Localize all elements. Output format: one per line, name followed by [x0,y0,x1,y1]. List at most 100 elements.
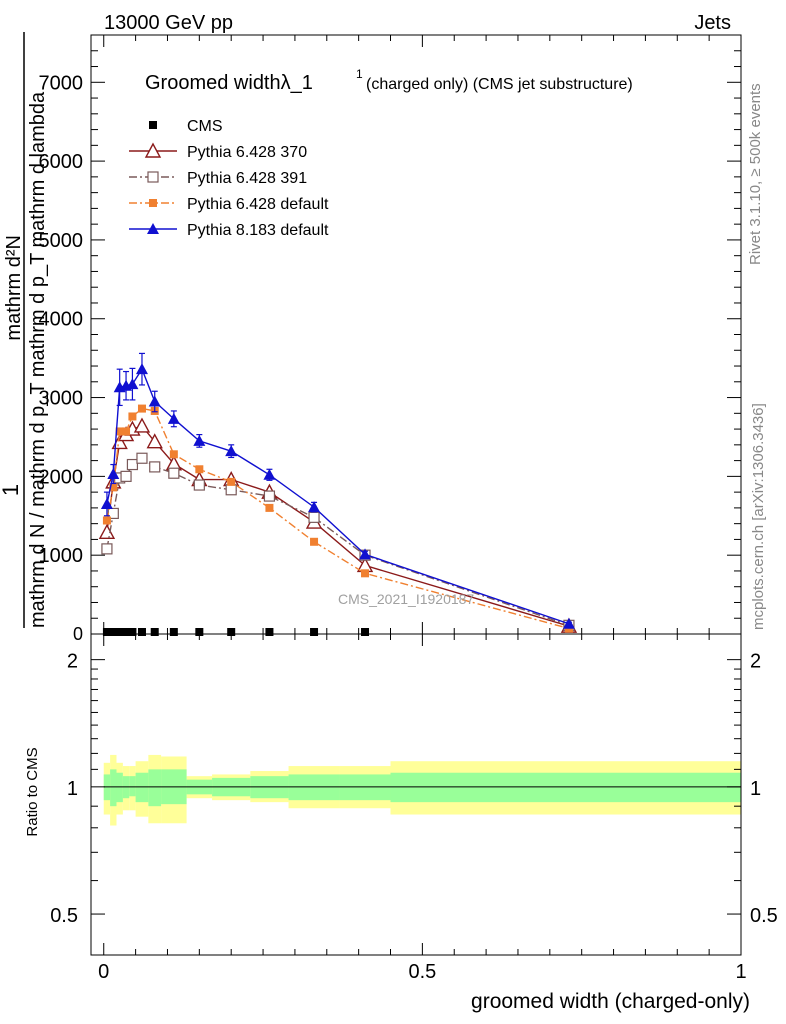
data-point [265,628,274,636]
y-tick-label-zero: 0 [73,624,83,644]
series-cms [102,628,370,636]
data-point [263,490,276,502]
legend-entry: Pythia 6.428 391 [129,170,307,187]
main-ylabel-one: 1 [0,484,23,496]
data-point [310,537,319,546]
ratio-band-inner [116,772,123,803]
data-point [227,628,236,636]
data-point [137,628,146,636]
data-point [168,467,180,479]
y-tick-label: 1000 [39,545,84,567]
series-line [106,367,570,625]
ratio-band-inner [135,772,149,803]
ratio-y-tick-label-right: 1 [750,778,761,800]
legend-marker [147,223,159,234]
main-ylabel-denominator: mathrm d N / mathrm d p_T mathrm d p_T m… [27,91,49,628]
data-point [265,503,274,512]
ratio-band-inner [110,769,117,807]
legend-marker [149,121,157,129]
data-point [225,445,238,457]
plot-title: Groomed widthλ_1 [145,72,313,94]
data-point [310,628,319,636]
series-pythia-8-183-default [100,352,575,629]
plot-subtitle: (charged only) (CMS jet substructure) [366,76,633,93]
y-tick-label: 6000 [39,151,84,173]
ratio-y-tick-label: 2 [67,651,78,673]
data-point [169,450,178,459]
legend-entry: Pythia 6.428 370 [129,142,307,161]
data-point [227,477,236,486]
x-tick-label: 0.5 [408,961,436,983]
ratio-y-tick-label: 1 [67,778,78,800]
ratio-y-tick-label: 0.5 [50,905,78,927]
data-point [128,412,137,421]
legend-entry: Pythia 6.428 default [129,196,329,213]
data-point [133,417,151,433]
legend-marker [149,199,157,207]
data-point [361,569,370,578]
ratio-y-tick-label-right: 2 [750,651,761,673]
data-point [128,628,137,636]
legend-label: CMS [187,118,223,135]
data-point [120,470,132,482]
legend-label: Pythia 6.428 391 [187,170,307,187]
ratio-plot-panel: 0 0.5 1 0.5 0.5 1 1 2 2 [50,633,778,983]
data-point [126,378,139,390]
x-axis-label: groomed width (charged-only) [471,990,750,1013]
data-point [149,461,161,473]
data-point [135,363,148,375]
x-tick-label: 0 [98,961,109,983]
data-point [126,458,139,471]
legend-entry: CMS [149,118,223,135]
data-point [102,516,111,525]
data-point [102,628,111,636]
data-point [109,483,118,492]
legend-marker [144,142,162,158]
data-point [193,479,205,491]
ratio-panel-frame [90,633,742,956]
series-line [106,457,570,626]
ratio-band-inner [390,772,741,803]
data-point [148,395,161,407]
data-point [195,628,204,636]
data-point [109,628,118,636]
header-jets-label: Jets [694,12,731,34]
ratio-band-inner [148,769,162,807]
legend-label: Pythia 6.428 default [187,196,329,213]
legend-marker [147,171,159,183]
data-point [263,468,276,480]
legend-label: Pythia 6.428 370 [187,144,307,161]
data-point [225,484,237,496]
data-point [98,523,116,540]
legend-label: Pythia 8.183 default [187,222,329,239]
data-point [115,427,124,436]
data-point [169,628,178,636]
data-point [122,628,131,636]
y-tick-label: 3000 [39,388,84,410]
data-point [136,452,148,464]
legend: CMS Pythia 6.428 370 Pythia 6.428 391 Pythi… [129,118,329,239]
x-tick-label: 1 [735,961,746,983]
data-point [107,468,120,480]
data-point [101,543,113,555]
main-ylabel-numerator: mathrm d²N [3,235,25,341]
ratio-ylabel: Ratio to CMS [24,747,41,836]
data-point [193,434,206,446]
data-point [100,497,113,509]
data-point [167,412,180,424]
y-tick-label: 5000 [39,230,84,252]
data-point [150,628,159,636]
analysis-watermark: CMS_2021_I1920187 [338,591,474,607]
rivet-version-label: Rivet 3.1.10, ≥ 500k events [747,83,764,265]
y-tick-label: 7000 [39,72,84,94]
data-point [562,617,575,629]
main-plot-panel: 1000 2000 3000 4000 5000 6000 7000 0 [39,34,742,644]
y-tick-label: 2000 [39,466,84,488]
y-tick-label: 4000 [39,309,84,331]
data-point [195,465,204,474]
data-point [137,404,146,413]
mcplots-label: mcplots.cern.ch [arXiv:1306.3436] [750,403,767,630]
plot-title-superscript: 1 [356,67,363,81]
data-point [308,511,320,523]
